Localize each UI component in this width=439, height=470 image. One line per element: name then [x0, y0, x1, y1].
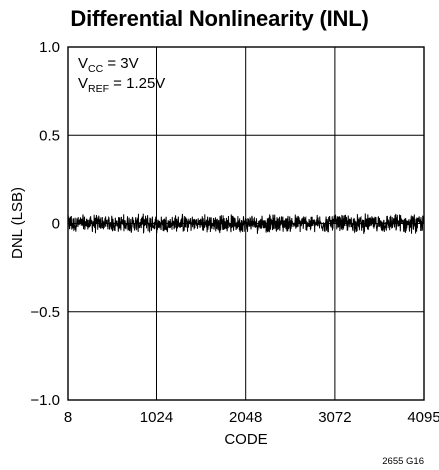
x-tick-label: 3072	[318, 409, 351, 426]
x-tick-label: 2048	[229, 409, 262, 426]
x-tick-label: 4095	[407, 409, 439, 426]
y-tick-label: 1.0	[39, 39, 60, 56]
x-tick-labels: 8 1024 2048 3072 4095	[64, 409, 439, 426]
y-tick-label: −0.5	[30, 304, 60, 321]
x-tick-label: 1024	[140, 409, 173, 426]
x-tick-label: 8	[64, 409, 72, 426]
y-tick-label: −1.0	[30, 392, 60, 409]
x-axis-label: CODE	[224, 431, 267, 448]
figure-id: 2655 G16	[382, 456, 424, 467]
y-axis-label: DNL (LSB)	[9, 187, 26, 259]
dnl-series-line	[67, 213, 425, 234]
y-tick-labels: 1.0 0.5 0 −0.5 −1.0	[30, 39, 60, 409]
vcc-annotation: VCC = 3V	[78, 55, 139, 75]
y-tick-label: 0	[52, 216, 60, 233]
chart-title: Differential Nonlinearity (INL)	[70, 6, 369, 31]
vref-annotation: VREF = 1.25V	[78, 75, 165, 95]
y-tick-label: 0.5	[39, 127, 60, 144]
